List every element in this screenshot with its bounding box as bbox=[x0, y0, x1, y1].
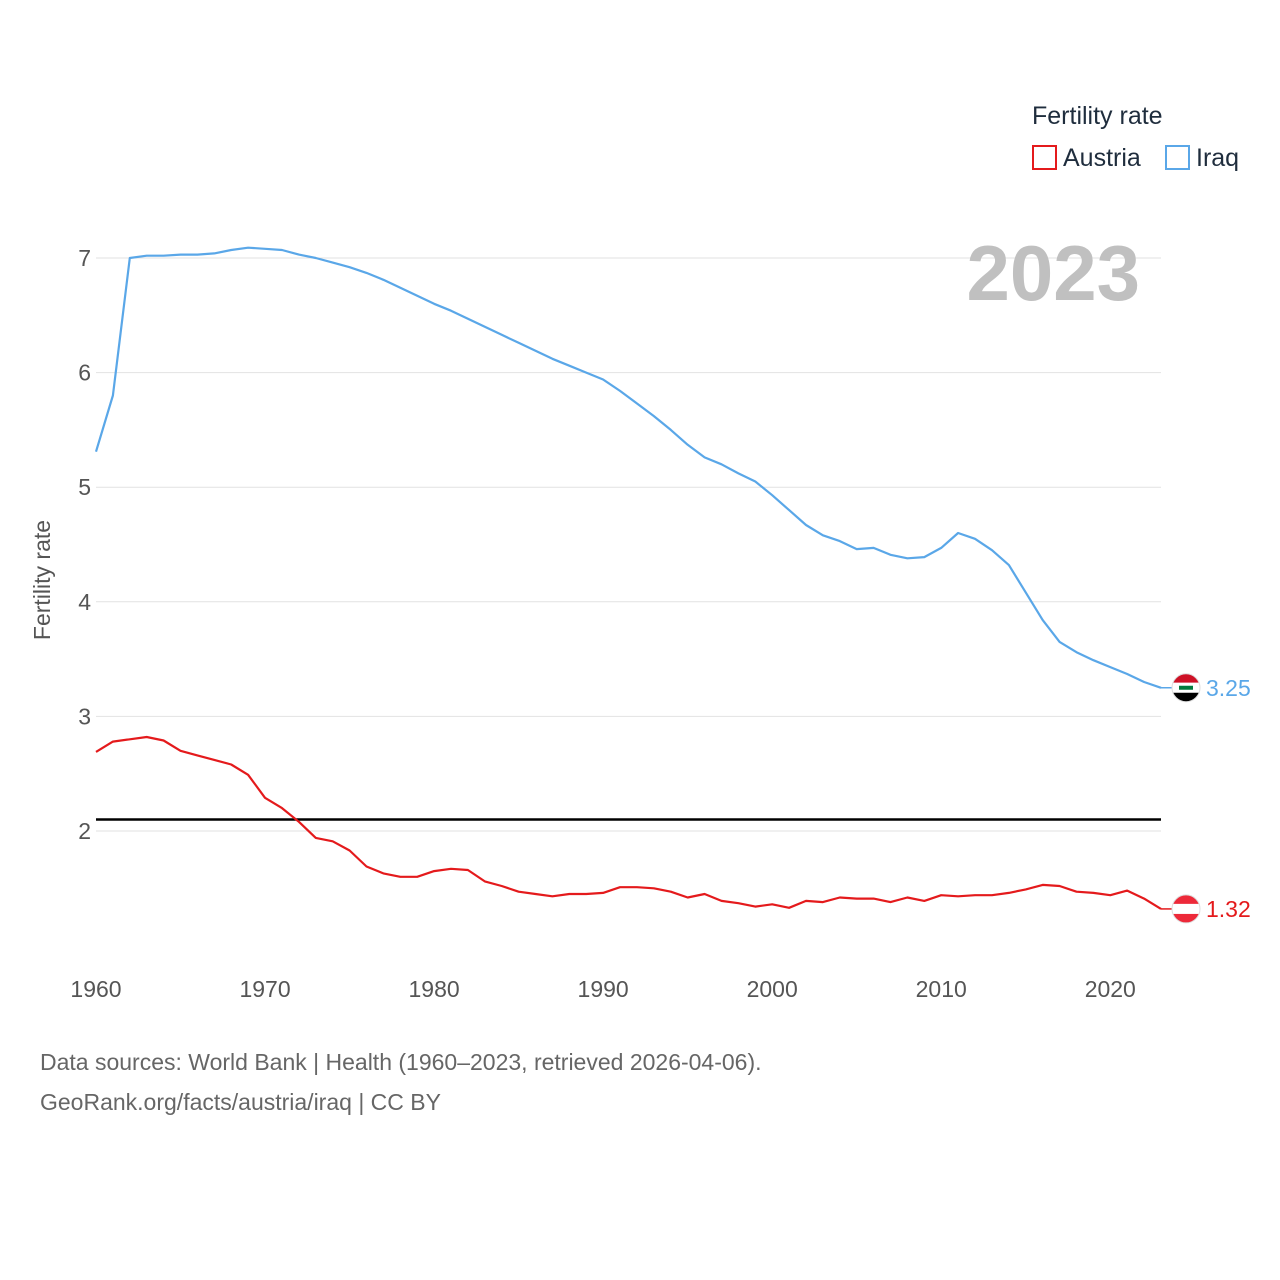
y-tick-3: 3 bbox=[78, 703, 91, 729]
source-note: Data sources: World Bank | Health (1960–… bbox=[40, 1042, 762, 1122]
y-tick-7: 7 bbox=[78, 245, 91, 271]
year-watermark: 2023 bbox=[966, 229, 1140, 317]
legend-label-iraq: Iraq bbox=[1196, 144, 1239, 172]
end-markers: 1.32 3.25 bbox=[1161, 673, 1251, 924]
end-value-austria: 1.32 bbox=[1206, 896, 1251, 922]
y-axis-label: Fertility rate bbox=[29, 520, 55, 640]
legend-title: Fertility rate bbox=[1032, 102, 1163, 130]
fertility-chart: 2 3 4 5 6 7 1960 1970 1980 1990 2000 2010 2020 Fert… bbox=[29, 102, 1251, 1002]
flag-ring-austria bbox=[1171, 894, 1201, 924]
y-tick-2: 2 bbox=[78, 818, 91, 844]
legend-item-austria[interactable]: Austria bbox=[1032, 144, 1141, 172]
flag-ring-iraq bbox=[1171, 673, 1201, 703]
y-tick-6: 6 bbox=[78, 360, 91, 386]
x-tick-1980: 1980 bbox=[409, 976, 460, 1002]
end-value-iraq: 3.25 bbox=[1206, 675, 1251, 701]
series-lines bbox=[94, 246, 1162, 910]
source-text: Data sources: World Bank | Health (1960–… bbox=[40, 1049, 762, 1075]
credit-text: GeoRank.org/facts/austria/iraq | CC BY bbox=[40, 1089, 441, 1115]
series-line-iraq bbox=[94, 246, 1162, 689]
flag-iraq-icon bbox=[1172, 673, 1200, 702]
flag-austria-icon bbox=[1172, 894, 1200, 923]
legend-swatch-austria bbox=[1032, 145, 1057, 170]
gridlines bbox=[96, 257, 1161, 832]
x-tick-labels: 1960 1970 1980 1990 2000 2010 2020 bbox=[70, 976, 1135, 1002]
x-tick-2020: 2020 bbox=[1085, 976, 1136, 1002]
legend-item-iraq[interactable]: Iraq bbox=[1165, 144, 1239, 172]
legend: Fertility rate Austria Iraq bbox=[1032, 102, 1239, 172]
y-tick-4: 4 bbox=[78, 589, 91, 615]
series-line-austria bbox=[95, 735, 1162, 910]
x-tick-1970: 1970 bbox=[239, 976, 290, 1002]
legend-label-austria: Austria bbox=[1063, 144, 1141, 172]
y-tick-labels: 2 3 4 5 6 7 bbox=[78, 245, 91, 844]
x-tick-1990: 1990 bbox=[578, 976, 629, 1002]
legend-swatch-iraq bbox=[1165, 145, 1190, 170]
y-tick-5: 5 bbox=[78, 474, 91, 500]
x-tick-1960: 1960 bbox=[70, 976, 121, 1002]
x-tick-2010: 2010 bbox=[916, 976, 967, 1002]
x-tick-2000: 2000 bbox=[747, 976, 798, 1002]
